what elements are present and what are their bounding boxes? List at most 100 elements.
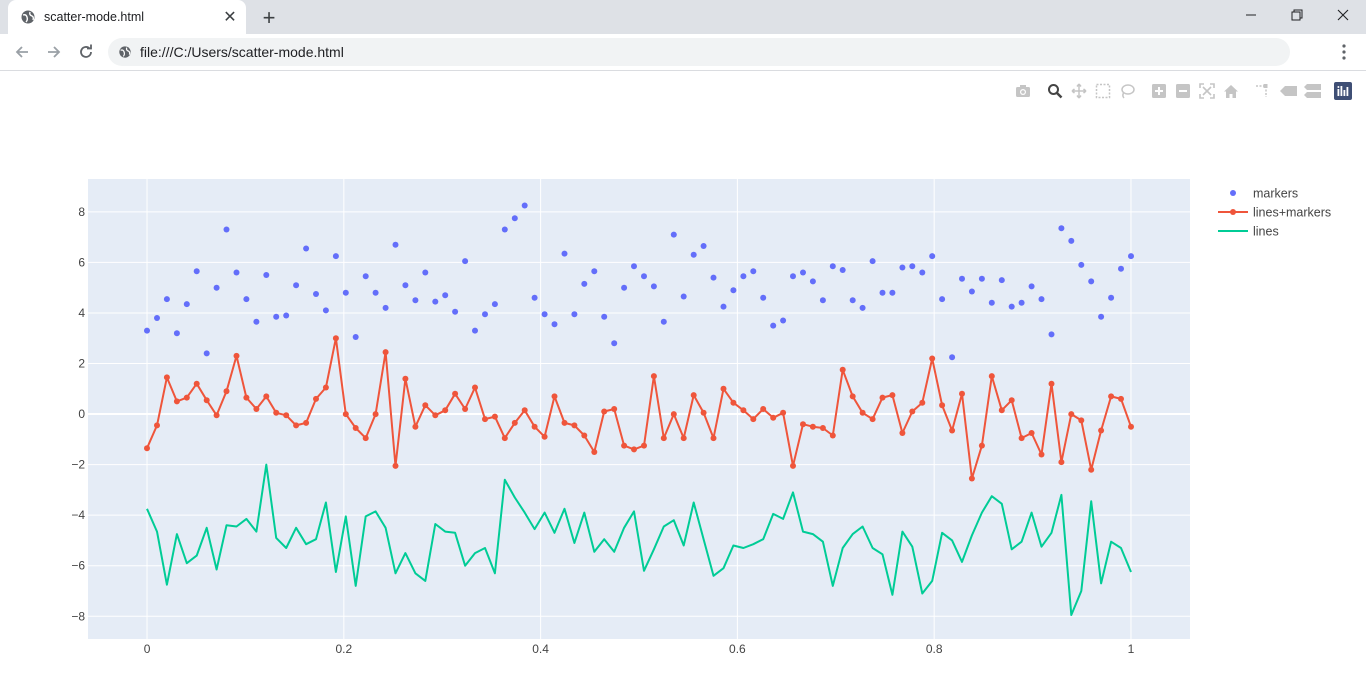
data-point[interactable] — [929, 355, 936, 362]
zoom-button[interactable] — [1046, 82, 1064, 100]
data-point[interactable] — [1098, 313, 1105, 320]
data-point[interactable] — [909, 408, 916, 415]
data-point[interactable] — [869, 258, 876, 265]
minimize-button[interactable] — [1228, 0, 1274, 30]
data-point[interactable] — [472, 327, 478, 334]
data-point[interactable] — [750, 268, 757, 275]
data-point[interactable] — [939, 296, 946, 303]
data-point[interactable] — [680, 293, 687, 300]
data-point[interactable] — [660, 318, 667, 325]
data-point[interactable] — [1088, 278, 1095, 285]
data-point[interactable] — [203, 350, 210, 357]
data-point[interactable] — [611, 340, 618, 347]
data-point[interactable] — [780, 409, 787, 416]
data-point[interactable] — [650, 283, 657, 290]
data-point[interactable] — [879, 289, 886, 296]
pan-button[interactable] — [1070, 82, 1088, 100]
data-point[interactable] — [412, 297, 419, 304]
data-point[interactable] — [591, 268, 598, 275]
legend-item-lines[interactable]: lines — [1218, 225, 1279, 239]
data-point[interactable] — [939, 402, 946, 409]
data-point[interactable] — [770, 414, 777, 421]
data-point[interactable] — [790, 273, 796, 280]
data-point[interactable] — [163, 374, 170, 381]
data-point[interactable] — [670, 411, 677, 418]
data-point[interactable] — [949, 354, 956, 361]
data-point[interactable] — [849, 393, 856, 400]
data-point[interactable] — [193, 268, 200, 275]
data-point[interactable] — [611, 406, 618, 412]
data-point[interactable] — [491, 301, 498, 308]
data-point[interactable] — [362, 435, 369, 442]
data-point[interactable] — [740, 273, 747, 280]
data-point[interactable] — [253, 318, 260, 325]
address-bar[interactable]: file:///C:/Users/scatter-mode.html — [108, 38, 1290, 66]
download-plot-button[interactable] — [1014, 82, 1032, 100]
data-point[interactable] — [561, 419, 568, 426]
data-point[interactable] — [800, 269, 806, 276]
data-point[interactable] — [1038, 296, 1045, 303]
data-point[interactable] — [432, 412, 439, 419]
data-point[interactable] — [650, 373, 657, 380]
data-point[interactable] — [213, 284, 220, 291]
box-select-button[interactable] — [1094, 82, 1112, 100]
data-point[interactable] — [382, 304, 389, 311]
data-point[interactable] — [899, 430, 906, 436]
data-point[interactable] — [521, 202, 528, 209]
data-point[interactable] — [1108, 294, 1115, 301]
data-point[interactable] — [879, 394, 886, 401]
plot-area[interactable] — [88, 179, 1190, 639]
data-point[interactable] — [1128, 253, 1134, 260]
data-point[interactable] — [760, 294, 767, 301]
data-point[interactable] — [1038, 451, 1045, 458]
data-point[interactable] — [372, 289, 379, 296]
data-point[interactable] — [730, 287, 737, 294]
data-point[interactable] — [998, 277, 1005, 284]
data-point[interactable] — [919, 269, 926, 276]
data-point[interactable] — [680, 435, 687, 442]
data-point[interactable] — [303, 419, 310, 426]
data-point[interactable] — [551, 393, 558, 400]
data-point[interactable] — [154, 315, 160, 321]
data-point[interactable] — [293, 422, 300, 429]
browser-tab[interactable]: scatter-mode.html ✕ — [8, 0, 246, 34]
data-point[interactable] — [1028, 430, 1035, 436]
data-point[interactable] — [561, 250, 568, 257]
lasso-select-button[interactable] — [1118, 82, 1136, 100]
data-point[interactable] — [422, 402, 429, 409]
data-point[interactable] — [243, 394, 250, 401]
data-point[interactable] — [322, 384, 329, 391]
data-point[interactable] — [491, 413, 498, 420]
data-point[interactable] — [521, 407, 528, 414]
data-point[interactable] — [1078, 261, 1085, 268]
data-point[interactable] — [551, 321, 558, 328]
data-point[interactable] — [203, 397, 210, 404]
data-point[interactable] — [283, 412, 290, 419]
data-point[interactable] — [581, 280, 588, 287]
hover-closest-button[interactable] — [1280, 82, 1298, 100]
data-point[interactable] — [173, 330, 180, 337]
data-point[interactable] — [342, 289, 349, 296]
data-point[interactable] — [173, 398, 180, 405]
data-point[interactable] — [233, 352, 240, 359]
data-point[interactable] — [392, 241, 399, 248]
new-tab-button[interactable]: + — [262, 5, 276, 30]
data-point[interactable] — [511, 215, 518, 222]
data-point[interactable] — [402, 282, 409, 289]
data-point[interactable] — [829, 263, 836, 270]
data-point[interactable] — [819, 425, 826, 431]
data-point[interactable] — [462, 406, 469, 412]
data-point[interactable] — [402, 375, 409, 382]
data-point[interactable] — [482, 311, 488, 318]
tab-close-icon[interactable]: ✕ — [223, 9, 237, 26]
data-point[interactable] — [1128, 423, 1134, 430]
data-point[interactable] — [183, 394, 190, 401]
data-point[interactable] — [1058, 459, 1065, 466]
data-point[interactable] — [690, 251, 697, 258]
data-point[interactable] — [978, 275, 985, 282]
data-point[interactable] — [213, 412, 220, 419]
data-point[interactable] — [899, 264, 906, 271]
data-point[interactable] — [352, 334, 359, 340]
data-point[interactable] — [1068, 411, 1075, 418]
data-point[interactable] — [531, 423, 538, 430]
